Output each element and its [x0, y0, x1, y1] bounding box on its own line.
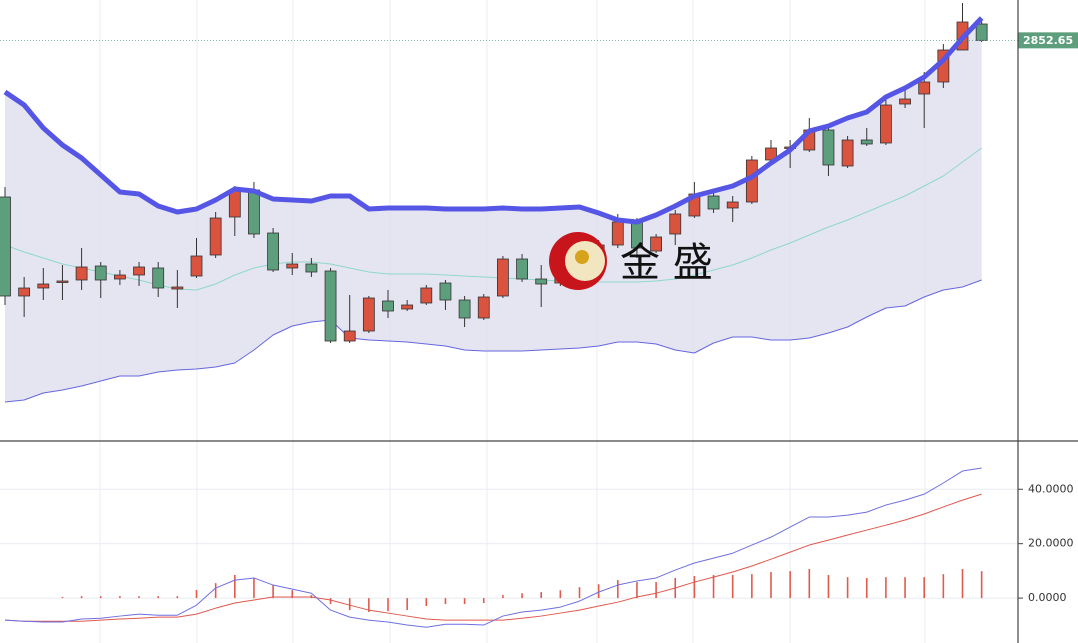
lower-band — [4, 279, 982, 403]
y-tick-label: 20.0000 — [1028, 537, 1074, 550]
candle-body — [56, 280, 69, 283]
candle-body — [880, 104, 892, 144]
candle-body — [75, 266, 88, 281]
y-tick-label: 0.0000 — [1028, 591, 1067, 604]
candle-body — [822, 129, 835, 166]
candle-body — [707, 195, 720, 210]
middle-band — [4, 147, 982, 291]
upper-band — [3, 16, 984, 225]
dea-line — [4, 493, 982, 622]
candle-body — [133, 266, 145, 276]
y-tick-label: 40.0000 — [1028, 482, 1074, 495]
candle-body — [669, 213, 682, 235]
candle-body — [305, 263, 318, 273]
macd-panel: 0.0000 20.0000 40.0000 — [0, 467, 1074, 628]
candle-body — [439, 282, 452, 301]
candle-body — [841, 139, 854, 167]
candle-body — [94, 265, 107, 281]
last-price-label: 2852.65 — [1023, 34, 1073, 47]
candle-body — [248, 189, 260, 235]
candle-body — [18, 287, 31, 297]
candle-body — [190, 255, 203, 277]
candle-body — [918, 81, 931, 95]
candle-body — [516, 258, 528, 280]
candle-body — [343, 330, 356, 342]
candle-body — [650, 236, 662, 252]
candle-body — [458, 299, 471, 319]
candle-body — [899, 98, 911, 105]
candle-body — [37, 283, 50, 289]
candle-body — [382, 300, 394, 312]
candle-body — [477, 296, 490, 319]
watermark-text: 金 盛 — [620, 240, 713, 286]
candle-body — [535, 278, 548, 285]
candle-body — [726, 201, 739, 209]
candle-body — [209, 217, 222, 256]
candle-body — [362, 297, 375, 332]
candle-body — [286, 263, 299, 269]
watermark: 金 盛 — [549, 232, 713, 290]
watermark-logo-ball — [575, 250, 589, 264]
candle-body — [171, 286, 184, 290]
candle-body — [267, 232, 280, 271]
candle-body — [975, 23, 988, 41]
candle-body — [0, 196, 11, 297]
last-price-tag — [1018, 32, 1078, 49]
candle-body — [324, 270, 337, 342]
dif-line — [4, 467, 982, 628]
candle-body — [114, 274, 126, 280]
candle-body — [860, 139, 873, 145]
candle-body — [401, 304, 414, 310]
candle-body — [496, 258, 509, 297]
price-panel: 2852.65 金 盛 — [0, 3, 1078, 403]
candle-body — [420, 287, 433, 304]
candle-body — [152, 267, 165, 289]
